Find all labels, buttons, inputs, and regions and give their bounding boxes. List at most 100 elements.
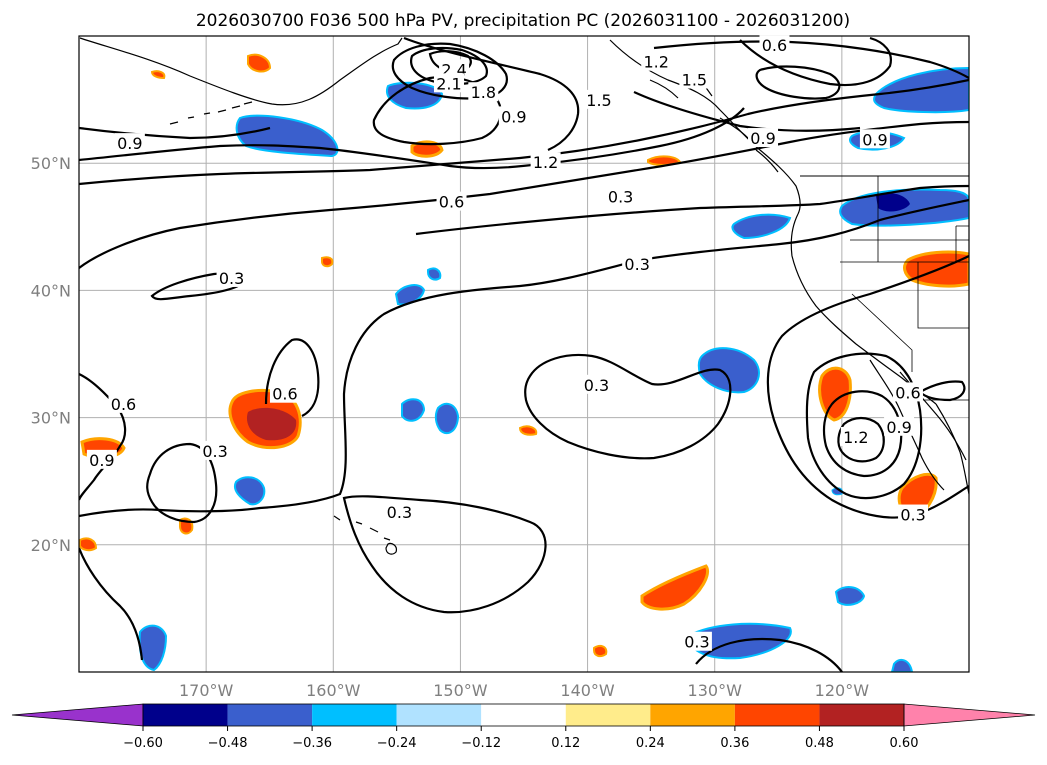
- contour-label-bg: [216, 267, 247, 287]
- shade-negative: [234, 476, 266, 506]
- contour-label: 0.6: [895, 383, 920, 402]
- contour-line: [837, 416, 885, 463]
- contour-label: 0.6: [272, 385, 297, 404]
- colorbar-bin: [650, 704, 735, 726]
- contour-label: 0.3: [684, 633, 709, 652]
- shade-positive: [518, 425, 538, 436]
- contour-label-bg: [200, 440, 231, 460]
- map-background: [79, 36, 969, 672]
- shade-positive: [593, 645, 608, 658]
- contour-label: 0.9: [862, 130, 887, 149]
- shade-positive: [640, 564, 709, 611]
- contour-line: [410, 46, 488, 86]
- contour-label: 0.3: [219, 269, 244, 288]
- colorbar-tick-label: −0.12: [461, 736, 501, 751]
- colorbar: −0.60 −0.48 −0.36 −0.24 −0.12 0.12 0.24 0.36 0.4…: [11, 703, 1036, 751]
- colorbar-bin: [481, 704, 566, 726]
- contour-label: 0.3: [608, 188, 633, 207]
- contour-line: [524, 353, 732, 460]
- contour-label: 1.5: [682, 71, 707, 90]
- contour-label: 0.3: [387, 503, 412, 522]
- shade-negative: [890, 658, 914, 672]
- contour-line: [755, 65, 841, 100]
- lon-tick-label: 170°W: [179, 681, 234, 700]
- contour-label-bg: [498, 106, 529, 126]
- lon-tick-label: 120°W: [815, 681, 870, 700]
- contour-label: 0.6: [439, 193, 464, 212]
- colorbar-bin: [396, 704, 482, 726]
- lat-tick-label: 40°N: [31, 281, 71, 300]
- contour-label-bg: [840, 426, 871, 446]
- colorbar-tick-label: −0.48: [208, 736, 248, 751]
- contour-line: [633, 91, 861, 132]
- shade-positive: [410, 140, 444, 158]
- colorbar-tick-label: −0.60: [123, 736, 163, 751]
- contour-label: 0.3: [624, 255, 649, 274]
- colorbar-bin: [312, 704, 397, 726]
- contour-line: [653, 40, 969, 79]
- contour-line: [79, 144, 541, 170]
- contour-line: [79, 198, 969, 518]
- contour-label-bg: [679, 69, 710, 89]
- shade-negative: [873, 66, 969, 114]
- colorbar-tick-label: −0.24: [377, 736, 417, 751]
- lon-tick-label: 140°W: [560, 681, 615, 700]
- colorbar-tick-label: −0.36: [292, 736, 332, 751]
- contour-label: 0.6: [111, 395, 136, 414]
- contour-label-bg: [436, 191, 467, 211]
- chart-title: 2026030700 F036 500 hPa PV, precipitatio…: [196, 11, 850, 31]
- coastline-aleutians: [169, 101, 253, 125]
- contour-label: 0.3: [202, 442, 227, 461]
- contour-label-bg: [898, 504, 929, 524]
- colorbar-tick-label: 0.12: [551, 736, 580, 751]
- colorbar-tick-label: 0.36: [720, 736, 749, 751]
- coastline-alaska: [79, 37, 403, 106]
- contour-label-bg: [641, 51, 672, 71]
- latitude-tick-labels: 20°N 30°N 40°N 50°N: [31, 154, 71, 555]
- island-hawaii: [333, 515, 397, 555]
- contour-label: 0.9: [501, 107, 526, 126]
- contour-line: [264, 338, 320, 417]
- contour-line: [918, 380, 966, 402]
- shade-negative-core: [876, 193, 910, 212]
- border-states: [840, 176, 969, 401]
- shade-positive-core: [246, 407, 297, 441]
- contour-label: 0.9: [750, 129, 775, 148]
- contour-label-bg: [681, 631, 712, 651]
- shade-positive: [79, 537, 98, 552]
- lat-tick-label: 30°N: [31, 409, 71, 428]
- contour-label-bg: [468, 82, 499, 102]
- contour-line: [146, 442, 218, 524]
- contour-label-bg: [584, 89, 615, 109]
- contour-line: [695, 637, 843, 672]
- contour-line: [403, 36, 580, 152]
- lon-tick-label: 150°W: [433, 681, 488, 700]
- contour-line: [79, 126, 271, 140]
- coastline-mexico: [935, 403, 969, 495]
- contour-label-bg: [884, 416, 915, 436]
- colorbar-bin: [734, 704, 820, 726]
- contour-line: [342, 495, 547, 614]
- contour-label: 1.5: [586, 91, 611, 110]
- contour-labels: 2.42.1 1.8 1.51.21.50.60.90.9 0.91.20.90.6 0…: [86, 35, 929, 652]
- contour-line: [391, 42, 508, 100]
- pv-contours: [79, 36, 969, 672]
- lon-tick-label: 130°W: [688, 681, 743, 700]
- shade-negative: [834, 586, 866, 606]
- coastline-west-us: [790, 213, 937, 405]
- colorbar-bin: [227, 704, 313, 726]
- contour-label-bg: [530, 152, 561, 172]
- contour-label: 1.8: [471, 83, 496, 102]
- contour-label: 0.3: [584, 376, 609, 395]
- longitude-tick-labels: 170°W 160°W 150°W 140°W 130°W 120°W: [179, 681, 869, 700]
- colorbar-bin: [143, 704, 228, 726]
- contour-label-bg: [859, 129, 890, 149]
- contour-line: [79, 547, 144, 661]
- contour-label: 0.3: [900, 506, 925, 525]
- contour-label-bg: [433, 73, 464, 93]
- contour-label-bg: [86, 449, 117, 469]
- contour-line: [415, 184, 969, 236]
- shade-negative: [731, 213, 792, 240]
- contour-label: 1.2: [533, 153, 558, 172]
